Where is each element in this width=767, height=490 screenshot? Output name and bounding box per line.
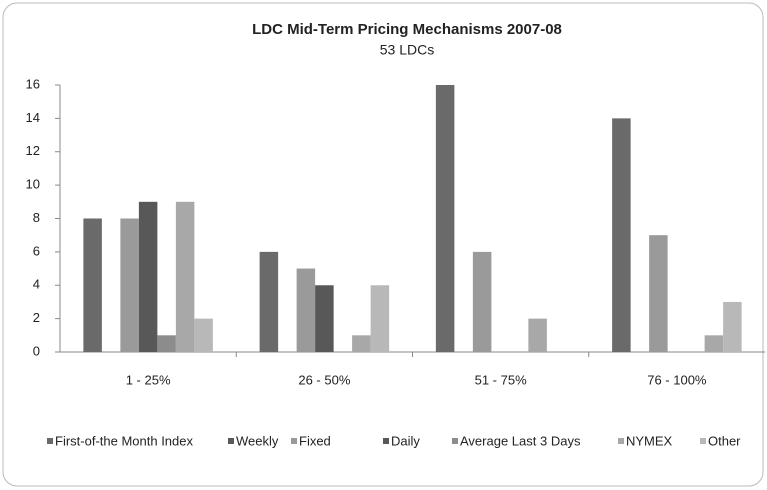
bar xyxy=(370,285,390,352)
bar xyxy=(528,318,547,352)
bar xyxy=(612,118,631,352)
bar xyxy=(175,201,195,352)
x-tick-label: 26 - 50% xyxy=(298,372,350,387)
legend-label: Fixed xyxy=(299,433,331,448)
bar xyxy=(352,335,371,352)
bar xyxy=(723,301,742,352)
legend-swatch xyxy=(452,438,458,444)
x-tick-label: 76 - 100% xyxy=(647,372,707,387)
y-tick-label: 2 xyxy=(33,310,40,325)
x-tick-label: 1 - 25% xyxy=(126,372,171,387)
bar xyxy=(435,85,455,352)
bar xyxy=(138,201,158,352)
legend-label: Daily xyxy=(391,433,420,448)
y-tick-label: 0 xyxy=(33,343,40,358)
legend-swatch xyxy=(700,438,706,444)
bar xyxy=(296,268,316,352)
y-tick-label: 8 xyxy=(33,210,40,225)
legend-label: Average Last 3 Days xyxy=(460,433,581,448)
y-tick-label: 10 xyxy=(26,177,40,192)
bar xyxy=(120,218,139,352)
legend-swatch xyxy=(383,438,389,444)
chart-subtitle: 53 LDCs xyxy=(380,42,434,58)
y-tick-label: 12 xyxy=(26,143,40,158)
legend-label: NYMEX xyxy=(626,433,673,448)
legend-label: Other xyxy=(708,433,741,448)
legend-swatch xyxy=(618,438,624,444)
bar xyxy=(157,335,176,352)
legend-swatch xyxy=(47,438,53,444)
bar xyxy=(194,318,213,352)
legend-label: Weekly xyxy=(236,433,279,448)
y-tick-label: 14 xyxy=(26,110,40,125)
bar xyxy=(259,251,279,352)
y-tick-label: 4 xyxy=(33,277,40,292)
bar xyxy=(472,251,492,352)
bar xyxy=(83,218,102,352)
bar xyxy=(649,235,668,352)
legend-label: First-of-the Month Index xyxy=(55,433,193,448)
y-tick-label: 16 xyxy=(26,76,40,91)
legend-swatch xyxy=(228,438,234,444)
chart-title: LDC Mid-Term Pricing Mechanisms 2007-08 xyxy=(252,21,562,38)
bar xyxy=(704,335,724,352)
legend-swatch xyxy=(291,438,297,444)
y-tick-label: 6 xyxy=(33,243,40,258)
bar xyxy=(315,285,334,352)
x-tick-label: 51 - 75% xyxy=(475,372,527,387)
